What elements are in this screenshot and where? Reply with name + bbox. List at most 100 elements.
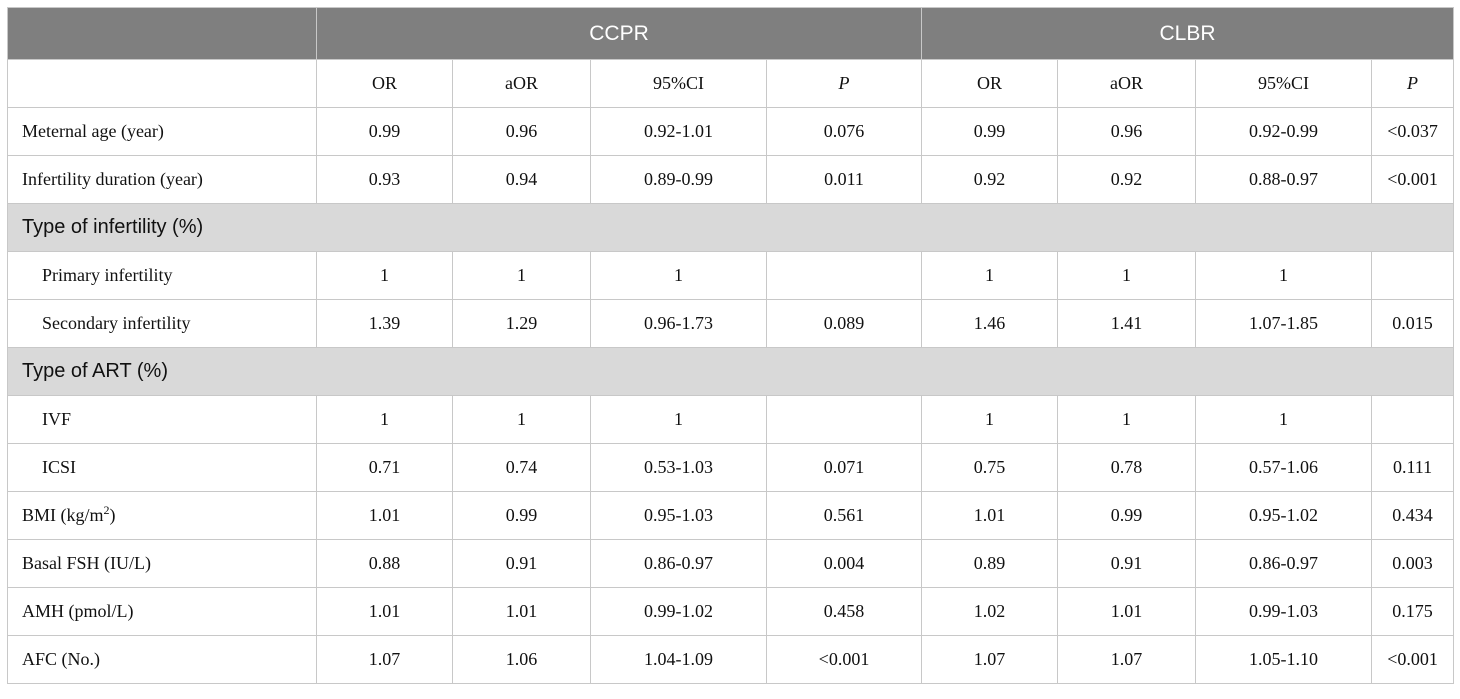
row-label: Meternal age (year): [7, 107, 317, 156]
table-cell: 0.111: [1371, 443, 1455, 492]
row-label-text: Infertility duration (year): [22, 169, 203, 189]
row-label-text: Primary infertility: [42, 265, 173, 285]
table-cell: [1371, 395, 1455, 444]
table-cell: 0.003: [1371, 539, 1455, 588]
table-cell: 1.01: [316, 587, 453, 636]
table-cell: 0.91: [452, 539, 591, 588]
table-cell: 0.96: [1057, 107, 1197, 156]
table-cell: 0.78: [1057, 443, 1197, 492]
table-cell: 1: [1057, 395, 1197, 444]
table-cell: 1.01: [1057, 587, 1197, 636]
table-cell: <0.001: [1371, 155, 1455, 204]
group-header-clbr: CLBR: [921, 7, 1455, 60]
table-cell: 0.071: [765, 443, 923, 492]
table-cell: [1371, 251, 1455, 300]
sub-header-aor: aOR: [452, 59, 591, 108]
table-cell: 1.05-1.10: [1195, 635, 1373, 684]
table-cell: 0.89: [921, 539, 1059, 588]
table-cell: 0.92: [1057, 155, 1197, 204]
table-cell: 1.41: [1057, 299, 1197, 348]
group-header-ccpr: CCPR: [315, 7, 923, 60]
table-cell: 1: [452, 251, 591, 300]
table-cell: <0.001: [765, 635, 923, 684]
row-label-text: Meternal age (year): [22, 121, 164, 141]
table-row: Secondary infertility 1.39 1.29 0.96-1.73 0.…: [7, 299, 1455, 348]
table-cell: 0.86-0.97: [590, 539, 767, 588]
table-cell: 0.88: [316, 539, 453, 588]
table-cell: 0.004: [765, 539, 923, 588]
section-label: Type of ART (%): [6, 347, 1455, 396]
table-cell: 1.07-1.85: [1195, 299, 1373, 348]
row-label: BMI (kg/m2): [7, 491, 317, 540]
table-row: AFC (No.) 1.07 1.06 1.04-1.09 <0.001 1.07 1.07…: [7, 635, 1455, 684]
table-cell: 1: [1057, 251, 1197, 300]
table-cell: 0.96-1.73: [590, 299, 767, 348]
table-cell: <0.037: [1371, 107, 1455, 156]
table-cell: 0.94: [452, 155, 591, 204]
row-label: Secondary infertility: [7, 299, 317, 348]
row-label-text: AMH (pmol/L): [22, 601, 134, 621]
table-cell: 1.07: [316, 635, 453, 684]
table-cell: 0.93: [316, 155, 453, 204]
sub-header-or: OR: [921, 59, 1059, 108]
table-cell: 0.99: [1057, 491, 1197, 540]
table-cell: 1: [1195, 251, 1373, 300]
table-cell: 0.88-0.97: [1195, 155, 1373, 204]
table-cell: 0.89-0.99: [590, 155, 767, 204]
table-cell: 0.92: [921, 155, 1059, 204]
table-cell: 0.434: [1371, 491, 1455, 540]
table-cell: 0.57-1.06: [1195, 443, 1373, 492]
sub-header-or: OR: [316, 59, 453, 108]
header-corner: [7, 7, 317, 60]
table-cell: 0.75: [921, 443, 1059, 492]
table-cell: 0.53-1.03: [590, 443, 767, 492]
table-cell: 0.95-1.03: [590, 491, 767, 540]
results-table: CCPR CLBR OR aOR 95%CI P OR aOR 95%CI P …: [6, 7, 1455, 684]
table-row: Meternal age (year) 0.99 0.96 0.92-1.01 0.07…: [7, 107, 1455, 156]
table-cell: 0.561: [765, 491, 923, 540]
table-cell: 0.96: [452, 107, 591, 156]
row-label: Primary infertility: [7, 251, 317, 300]
sub-header-aor: aOR: [1057, 59, 1197, 108]
row-label-text: AFC (No.): [22, 649, 101, 669]
row-label-text: Secondary infertility: [42, 313, 191, 333]
table-cell: 1: [1195, 395, 1373, 444]
table-cell: 0.011: [765, 155, 923, 204]
table-cell: 1.39: [316, 299, 453, 348]
table-cell: 1.46: [921, 299, 1059, 348]
table-cell: 1.01: [316, 491, 453, 540]
sub-header-ci: 95%CI: [590, 59, 767, 108]
table-cell: 0.91: [1057, 539, 1197, 588]
table-cell: 0.92-1.01: [590, 107, 767, 156]
section-label: Type of infertility (%): [6, 203, 1455, 252]
sub-header-p: P: [765, 59, 923, 108]
table-row: Basal FSH (IU/L) 0.88 0.91 0.86-0.97 0.004 0.…: [7, 539, 1455, 588]
table-row: Infertility duration (year) 0.93 0.94 0.89-…: [7, 155, 1455, 204]
row-label-superscript: 2: [103, 503, 110, 517]
table-cell: 1: [316, 251, 453, 300]
table-cell: 0.076: [765, 107, 923, 156]
table-cell: 0.99: [316, 107, 453, 156]
table-cell: 0.71: [316, 443, 453, 492]
table-cell: 1: [590, 251, 767, 300]
row-label: AMH (pmol/L): [7, 587, 317, 636]
table-row: IVF 1 1 1 1 1 1: [7, 395, 1455, 444]
table-cell: 1: [452, 395, 591, 444]
table-cell: 0.089: [765, 299, 923, 348]
row-label: IVF: [7, 395, 317, 444]
table-cell: 1.01: [921, 491, 1059, 540]
table-row: Primary infertility 1 1 1 1 1 1: [7, 251, 1455, 300]
table-cell: 0.95-1.02: [1195, 491, 1373, 540]
table-cell: 0.015: [1371, 299, 1455, 348]
row-label-text: Basal FSH (IU/L): [22, 553, 151, 573]
row-label: Basal FSH (IU/L): [7, 539, 317, 588]
sub-header-blank: [7, 59, 317, 108]
table-cell: [765, 251, 923, 300]
sub-header-p: P: [1371, 59, 1455, 108]
table-cell: 1.02: [921, 587, 1059, 636]
table-cell: 0.92-0.99: [1195, 107, 1373, 156]
table-cell: 0.99: [921, 107, 1059, 156]
table-cell: 0.99-1.03: [1195, 587, 1373, 636]
table-row: AMH (pmol/L) 1.01 1.01 0.99-1.02 0.458 1.02 1.…: [7, 587, 1455, 636]
table-cell: 0.99-1.02: [590, 587, 767, 636]
